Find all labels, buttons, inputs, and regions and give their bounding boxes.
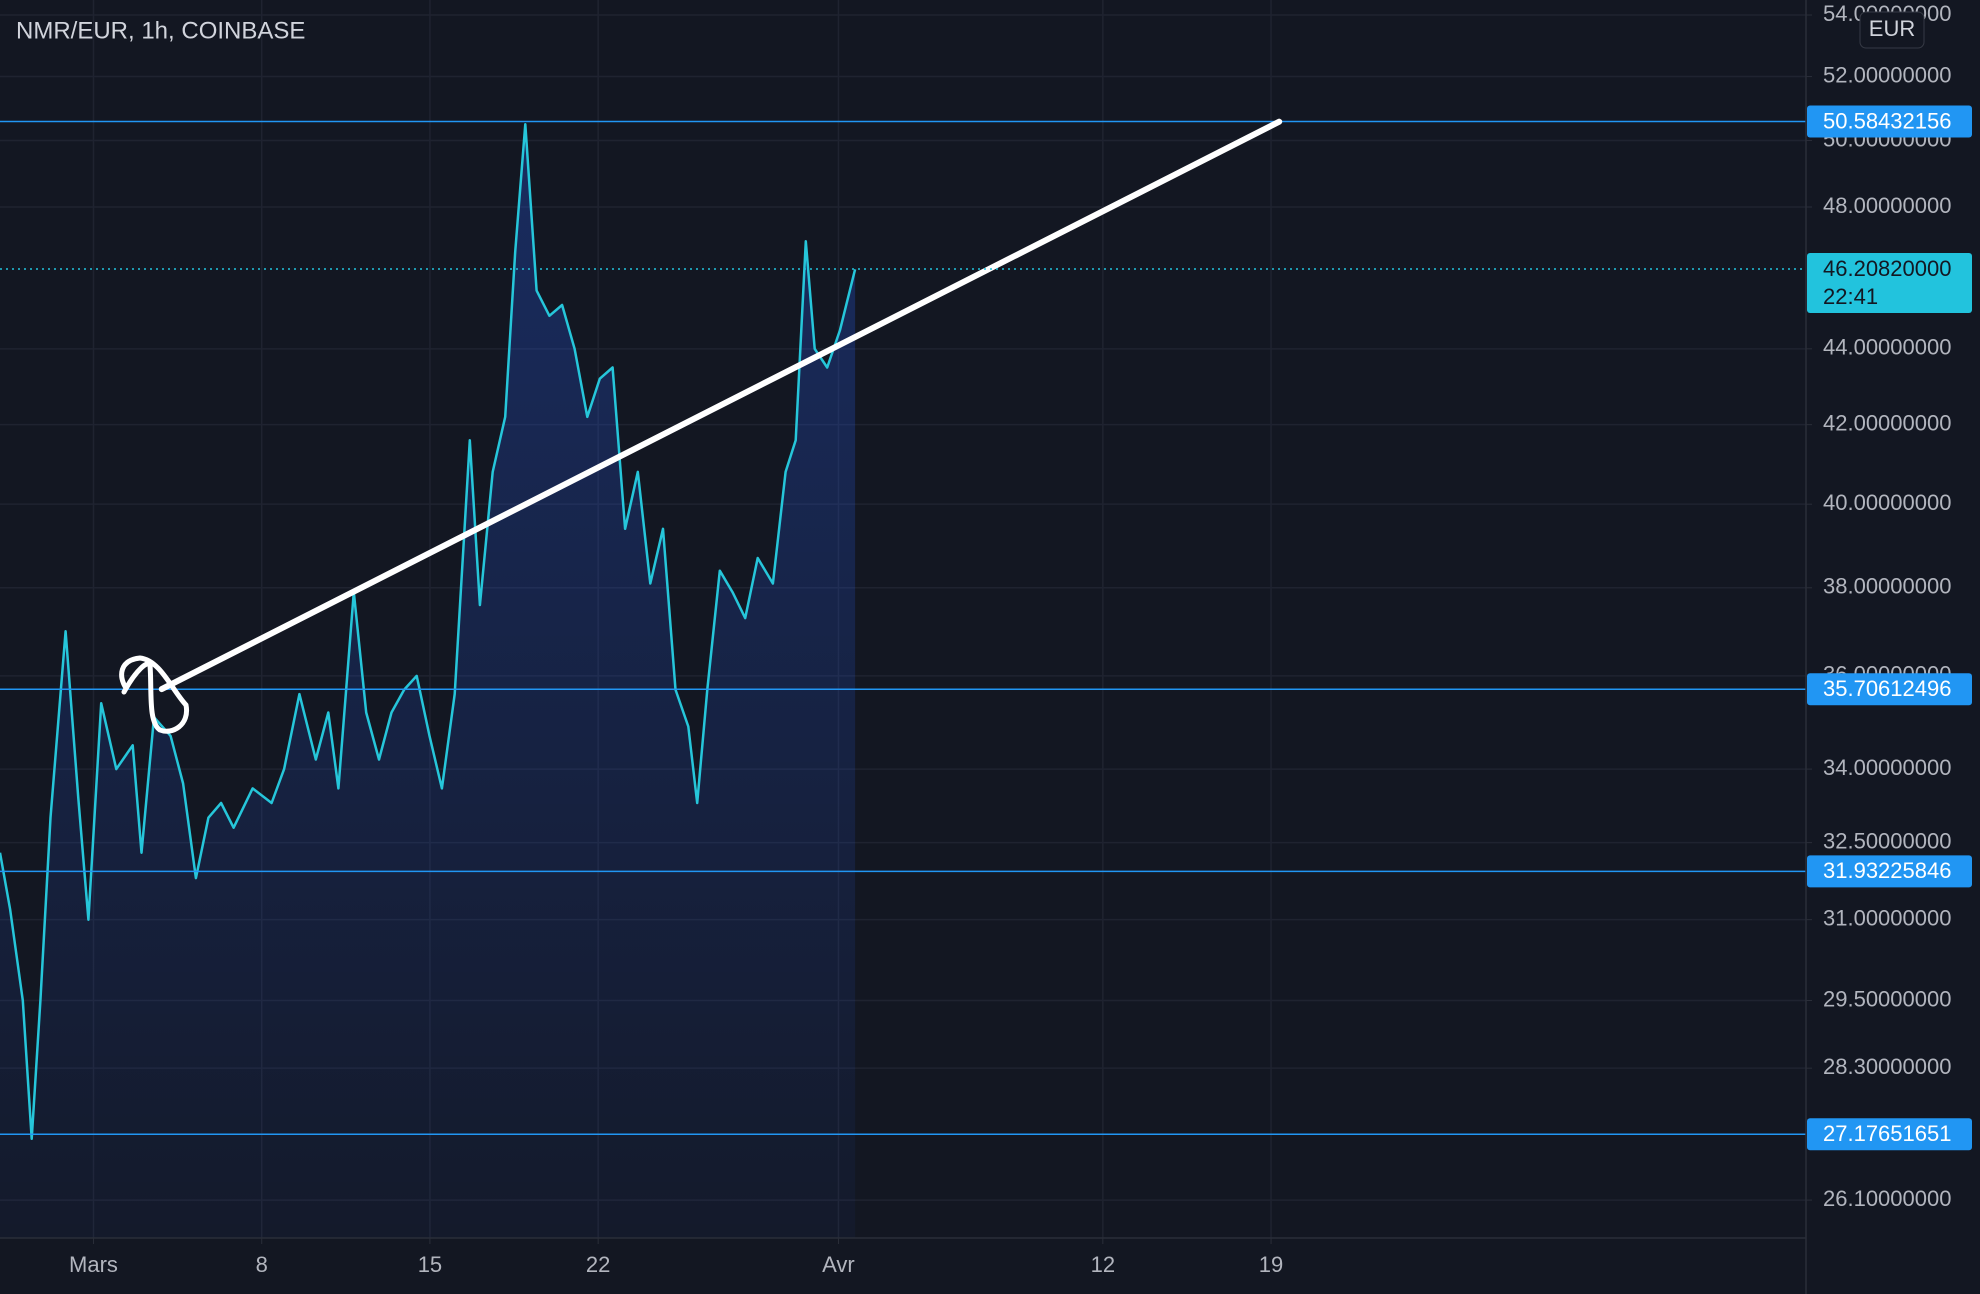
y-tick-label: 48.00000000 <box>1823 193 1951 218</box>
level-label: 31.93225846 <box>1823 858 1951 883</box>
chart-title: NMR/EUR, 1h, COINBASE <box>16 17 305 44</box>
y-tick-label: 44.00000000 <box>1823 335 1951 360</box>
y-tick-label: 42.00000000 <box>1823 410 1951 435</box>
x-tick-label: Avr <box>822 1252 855 1277</box>
x-tick-label: 15 <box>418 1252 442 1277</box>
level-badge <box>1807 855 1972 888</box>
y-tick-label: 26.10000000 <box>1823 1186 1951 1211</box>
current-price-badge <box>1807 253 1972 314</box>
level-label: 50.58432156 <box>1823 108 1951 133</box>
y-tick-label: 31.00000000 <box>1823 905 1951 930</box>
currency-badge[interactable] <box>1859 11 1925 49</box>
x-tick-label: 12 <box>1091 1252 1115 1277</box>
y-tick-label: 38.00000000 <box>1823 574 1951 599</box>
level-badge <box>1807 105 1972 138</box>
trendline <box>158 118 1283 693</box>
y-tick-label: 52.00000000 <box>1823 62 1951 87</box>
y-tick-label: 32.50000000 <box>1823 828 1951 853</box>
x-tick-label: 19 <box>1259 1252 1283 1277</box>
axes: 26.10000000 28.30000000 29.50000000 31.0000… <box>69 1 1972 1277</box>
hand-drawn-mark <box>119 655 190 734</box>
x-tick-label: 22 <box>586 1252 610 1277</box>
level-label: 35.70612496 <box>1823 676 1951 701</box>
level-label: 27.17651651 <box>1823 1121 1951 1146</box>
y-tick-label: 34.00000000 <box>1823 755 1951 780</box>
currency-label[interactable]: EUR <box>1869 16 1915 41</box>
y-tick-label: 28.30000000 <box>1823 1054 1951 1079</box>
price-line <box>0 122 857 1141</box>
level-badge <box>1807 1118 1972 1151</box>
level-badge <box>1807 673 1972 706</box>
plot <box>0 118 1806 1239</box>
y-tick-label: 40.00000000 <box>1823 490 1951 515</box>
current-price-label: 46.20820000 <box>1823 256 1951 281</box>
x-tick-label: 8 <box>256 1252 268 1277</box>
y-tick-label: 29.50000000 <box>1823 986 1951 1011</box>
current-price-time: 22:41 <box>1823 284 1878 309</box>
x-tick-label: Mars <box>69 1252 118 1277</box>
price-area <box>0 124 856 1239</box>
